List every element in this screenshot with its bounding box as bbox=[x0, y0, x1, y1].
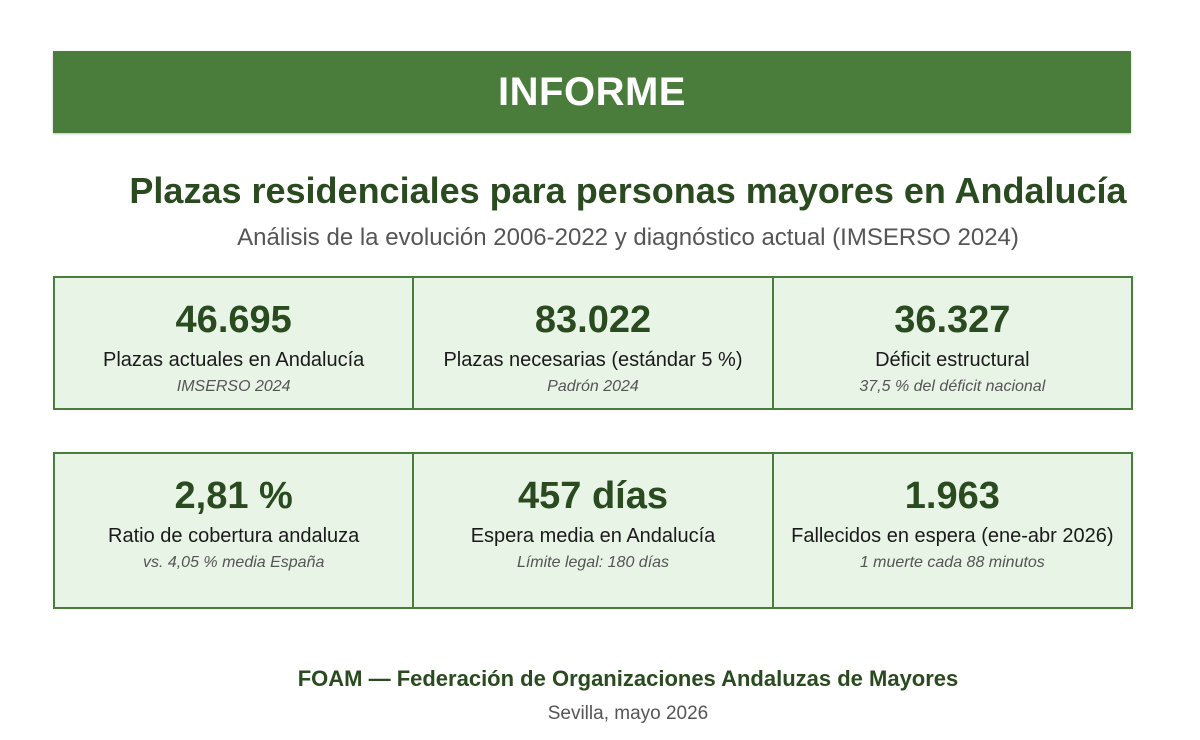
stat-label: Ratio de cobertura andaluza bbox=[108, 525, 360, 547]
stat-note: Padrón 2024 bbox=[547, 378, 639, 395]
stat-value: 83.022 bbox=[534, 299, 652, 341]
footer-organization: FOAM — Federación de Organizaciones Anda… bbox=[297, 666, 959, 691]
stat-card-coverage-ratio: 2,81 % Ratio de cobertura andaluza vs. 4… bbox=[53, 452, 415, 609]
footer-place-date: Sevilla, mayo 2026 bbox=[547, 703, 709, 724]
stats-row-2: 2,81 % Ratio de cobertura andaluza vs. 4… bbox=[53, 452, 1133, 609]
informe-banner: INFORME bbox=[53, 51, 1131, 133]
stat-value: 1.963 bbox=[904, 475, 1000, 517]
stat-card-needed-places: 83.022 Plazas necesarias (estándar 5 %) … bbox=[412, 276, 774, 410]
stat-card-average-wait: 457 días Espera media en Andalucía Límit… bbox=[412, 452, 774, 609]
stat-label: Fallecidos en espera (ene-abr 2026) bbox=[791, 525, 1114, 547]
page-subtitle: Análisis de la evolución 2006-2022 y dia… bbox=[237, 224, 1019, 251]
stat-note: 37,5 % del déficit nacional bbox=[859, 378, 1046, 395]
stat-value: 457 días bbox=[517, 475, 668, 517]
stat-note: vs. 4,05 % media España bbox=[142, 554, 325, 571]
stat-value: 46.695 bbox=[175, 299, 292, 341]
stat-value: 36.327 bbox=[894, 299, 1011, 341]
stat-note: Límite legal: 180 días bbox=[516, 554, 670, 571]
stat-label: Plazas actuales en Andalucía bbox=[103, 349, 365, 371]
page-title: Plazas residenciales para personas mayor… bbox=[129, 170, 1127, 211]
stat-card-current-places: 46.695 Plazas actuales en Andalucía IMSE… bbox=[53, 276, 415, 410]
banner-title: INFORME bbox=[498, 69, 686, 114]
stat-card-structural-deficit: 36.327 Déficit estructural 37,5 % del dé… bbox=[771, 276, 1133, 410]
stat-label: Déficit estructural bbox=[875, 349, 1030, 371]
stat-label: Espera media en Andalucía bbox=[470, 525, 716, 547]
stat-note: IMSERSO 2024 bbox=[176, 378, 291, 395]
stats-row-1: 46.695 Plazas actuales en Andalucía IMSE… bbox=[53, 276, 1133, 410]
stat-note: 1 muerte cada 88 minutos bbox=[859, 554, 1045, 571]
stat-value: 2,81 % bbox=[174, 475, 293, 517]
stat-label: Plazas necesarias (estándar 5 %) bbox=[443, 349, 743, 371]
stat-card-deaths-waiting: 1.963 Fallecidos en espera (ene-abr 2026… bbox=[771, 452, 1133, 609]
